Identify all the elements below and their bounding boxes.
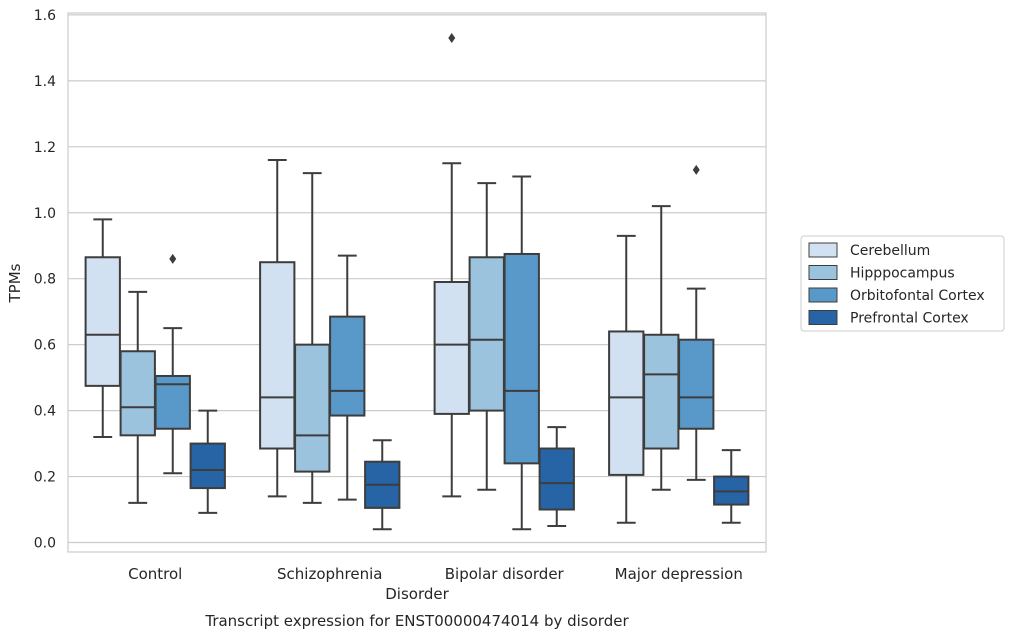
box-body	[643, 333, 680, 450]
x-tick-label: Bipolar disorder	[445, 565, 565, 583]
legend-swatch	[808, 310, 838, 325]
box-2-1	[329, 254, 366, 501]
y-tick-label: 1.4	[34, 74, 56, 90]
x-axis-label: Disorder	[385, 585, 449, 603]
legend-swatch	[808, 265, 838, 280]
box-body	[84, 256, 121, 387]
box-3-0	[189, 409, 226, 514]
y-tick-label: 1.6	[34, 8, 56, 24]
box-0-3	[608, 234, 645, 524]
x-tick-label: Control	[128, 565, 182, 583]
box-2-2	[503, 175, 540, 531]
box-0-2	[433, 32, 470, 498]
box-body	[259, 261, 296, 450]
x-ticks: Control Schizophrenia Bipolar disorder Majo…	[128, 565, 743, 583]
box-body	[608, 330, 645, 476]
legend-swatch	[808, 242, 838, 258]
box-1-2	[468, 182, 505, 491]
legend-label: Hipppocampus	[850, 266, 955, 282]
x-tick-label: Schizophrenia	[277, 565, 382, 583]
box-body	[329, 315, 366, 417]
box-1-3	[643, 205, 680, 491]
box-body	[468, 256, 505, 412]
box-3-2	[538, 426, 575, 528]
y-tick-label: 0.4	[34, 404, 56, 420]
outlier-point	[169, 253, 177, 264]
box-body	[503, 252, 540, 465]
plot-frame	[67, 12, 767, 553]
legend-label: Orbitofontal Cortex	[850, 288, 985, 304]
legend: Cerebellum Hipppocampus Orbitofontal Corte…	[800, 235, 1005, 332]
box-body	[119, 350, 156, 437]
legend-label: Cerebellum	[850, 243, 930, 259]
box-body	[189, 442, 226, 490]
legend-frame	[800, 235, 1005, 332]
y-tick-label: 1.2	[34, 140, 56, 156]
box-0-1	[259, 158, 296, 498]
chart-caption: Transcript expression for ENST0000047401…	[204, 612, 629, 630]
legend-label: Prefrontal Cortex	[850, 311, 969, 327]
box-body	[433, 280, 470, 415]
box-1-1	[294, 172, 331, 504]
y-tick-label: 0.6	[34, 338, 56, 354]
outlier-point	[692, 164, 700, 175]
y-tick-label: 1.0	[34, 206, 56, 222]
box-body	[538, 447, 575, 511]
x-tick-label: Major depression	[615, 565, 743, 583]
y-tick-label: 0.0	[34, 536, 56, 552]
outlier-point	[448, 32, 456, 43]
boxes	[84, 32, 750, 531]
box-body	[678, 338, 715, 430]
legend-swatch	[808, 287, 838, 303]
y-tick-label: 0.2	[34, 470, 56, 486]
box-0-0	[84, 218, 121, 438]
y-tick-label: 0.8	[34, 272, 56, 288]
plot-background	[68, 13, 766, 552]
box-3-3	[713, 449, 750, 524]
y-axis-label: TPMs	[6, 263, 24, 303]
box-3-1	[364, 439, 401, 531]
y-ticks: 0.0 0.2 0.4 0.6 0.8 1.0 1.2 1.4 1.6	[34, 8, 56, 552]
box-2-3	[678, 164, 715, 481]
box-2-0	[154, 253, 191, 475]
box-body	[294, 343, 331, 473]
